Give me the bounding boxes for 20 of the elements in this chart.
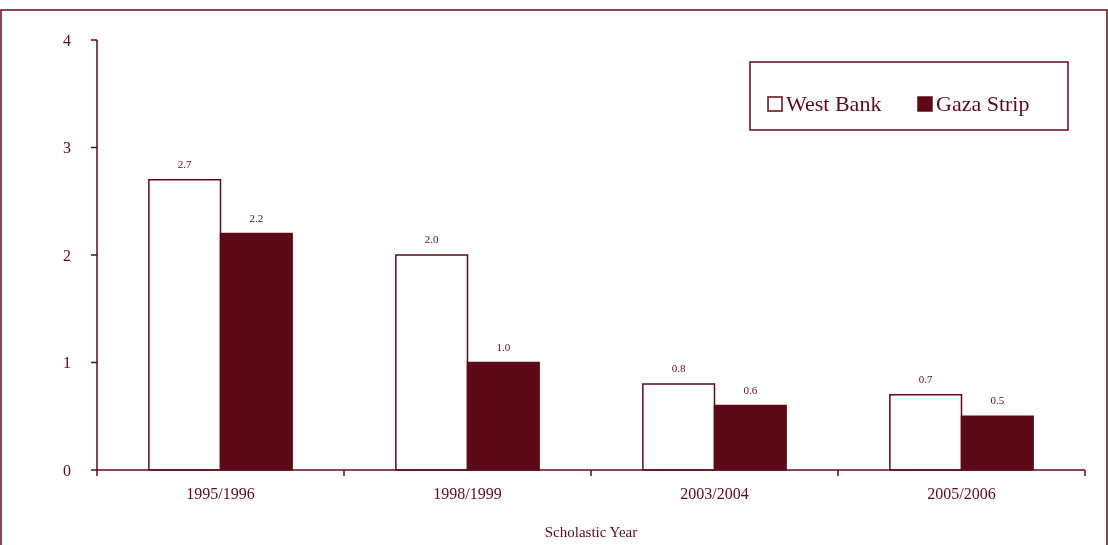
- y-tick-label: 2: [63, 246, 71, 264]
- data-label: 2.0: [424, 233, 440, 245]
- y-tick-label: 3: [63, 139, 71, 157]
- y-tick-label: 4: [63, 31, 71, 49]
- data-label: 0.6: [743, 383, 758, 396]
- legend-label: West Bank: [786, 91, 882, 116]
- y-tick-label: 0: [63, 461, 71, 479]
- data-label: 0.5: [990, 394, 1005, 407]
- data-label: 2.2: [249, 211, 264, 224]
- legend-label: Gaza Strip: [936, 91, 1030, 116]
- x-tick-label: 2003/2004: [680, 485, 749, 502]
- data-label: 0.7: [918, 372, 934, 385]
- x-tick-label: 2005/2006: [927, 485, 996, 502]
- x-axis-title: Scholastic Year: [544, 524, 638, 540]
- data-label: 1.0: [496, 340, 511, 353]
- x-tick-label: 1995/1996: [186, 485, 255, 502]
- x-tick-label: 1998/1999: [433, 485, 502, 502]
- data-label: 2.7: [177, 157, 193, 170]
- y-tick-label: 1: [63, 354, 71, 372]
- data-label: 0.8: [671, 362, 687, 374]
